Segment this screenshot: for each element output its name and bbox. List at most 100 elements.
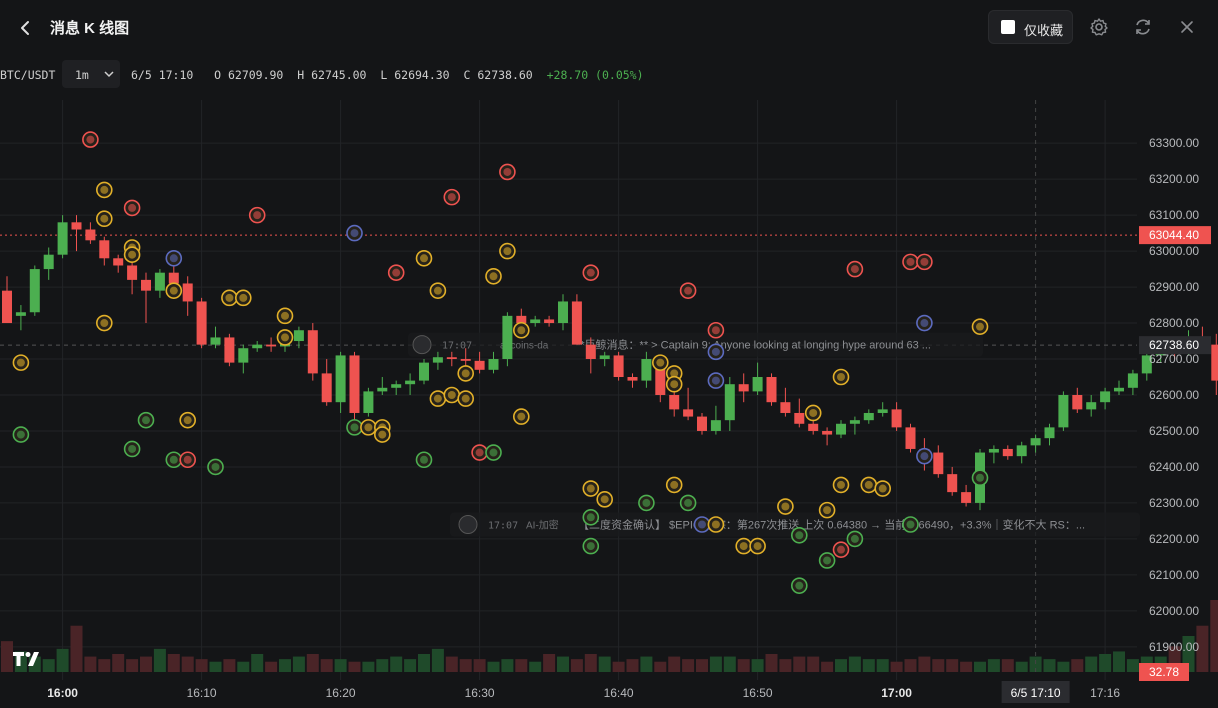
- candle-body: [738, 384, 749, 392]
- candle-body: [224, 337, 235, 363]
- volume-bar: [251, 654, 264, 672]
- candle-body: [669, 394, 680, 410]
- news-marker-dot: [420, 254, 428, 263]
- y-tick-label: 62400.00: [1149, 460, 1199, 474]
- open-value: 62709.90: [227, 68, 284, 82]
- candle-body: [1086, 402, 1097, 410]
- cursor-price-tag: [1139, 336, 1211, 355]
- settings-button[interactable]: [1089, 17, 1109, 37]
- ohlc-readout: 6/5 17:10 O 62709.90 H 62745.00 L 62694.…: [131, 68, 644, 82]
- y-tick-label: 63100.00: [1149, 208, 1199, 222]
- low-label: L: [380, 68, 388, 82]
- news-marker-dot: [253, 211, 262, 220]
- volume-bar: [640, 656, 653, 672]
- favorites-only-toggle[interactable]: 仅收藏: [988, 10, 1073, 44]
- volume-bar: [112, 654, 125, 672]
- volume-bar: [737, 659, 750, 672]
- news-marker-dot: [698, 520, 706, 529]
- volume-bar: [807, 656, 820, 672]
- news-marker-dot: [670, 380, 679, 389]
- close-icon: [1181, 21, 1193, 33]
- volume-bar: [946, 659, 959, 672]
- volume-bar: [1029, 656, 1042, 672]
- news-marker-dot: [169, 455, 178, 464]
- high-label: H: [297, 68, 305, 82]
- x-tick-label: 17:16: [1090, 686, 1120, 700]
- news-marker-dot: [461, 394, 470, 403]
- volume-bar: [668, 656, 681, 672]
- volume-bar: [890, 661, 903, 672]
- volume-bar: [779, 659, 792, 672]
- candle-body: [168, 272, 179, 284]
- interval-select[interactable]: 1m: [62, 60, 120, 88]
- news-avatar: [412, 335, 432, 355]
- y-tick-label: 62700.00: [1149, 352, 1199, 366]
- volume-bar: [543, 654, 556, 672]
- y-tick-label: 63200.00: [1149, 172, 1199, 186]
- volume-bar: [1113, 651, 1125, 672]
- candle-body: [655, 359, 666, 395]
- news-marker-dot: [503, 167, 512, 176]
- volume-bar: [1015, 661, 1028, 672]
- news-marker-dot: [378, 430, 387, 439]
- volume-bar: [515, 659, 528, 672]
- volume-bar: [1057, 661, 1070, 672]
- candle-body: [627, 377, 638, 381]
- candle-body: [641, 359, 652, 381]
- volume-bar: [376, 659, 389, 672]
- news-marker-dot: [489, 448, 498, 457]
- volume-bar: [835, 659, 847, 672]
- news-marker-dot: [711, 347, 720, 356]
- news-marker-dot: [350, 229, 359, 238]
- candle-body: [1002, 448, 1013, 457]
- news-marker-dot: [920, 319, 929, 328]
- news-marker-dot: [420, 455, 428, 464]
- volume-bar: [557, 656, 569, 672]
- candle-body: [127, 265, 138, 280]
- candle-body: [585, 344, 596, 360]
- news-row-bg: [450, 512, 1140, 537]
- refresh-button[interactable]: [1133, 17, 1153, 37]
- close-button[interactable]: [1177, 17, 1197, 37]
- low-value: 62694.30: [394, 68, 450, 82]
- candle-body: [460, 359, 471, 361]
- news-marker-dot: [239, 293, 248, 302]
- volume-bar: [960, 661, 973, 672]
- volume-bar: [404, 659, 417, 672]
- volume-bar: [279, 659, 291, 672]
- volume-bar: [418, 654, 430, 672]
- y-tick-label: 62600.00: [1149, 388, 1199, 402]
- favorites-checkbox[interactable]: [1001, 20, 1015, 34]
- news-marker-dot: [100, 319, 109, 328]
- volume-bar: [584, 654, 597, 672]
- news-marker-dot: [920, 452, 929, 461]
- back-button[interactable]: [14, 16, 38, 40]
- news-marker-dot: [503, 247, 512, 256]
- news-marker-dot: [600, 495, 609, 504]
- volume-bar: [709, 656, 722, 672]
- news-marker-dot: [433, 394, 442, 403]
- news-marker-dot: [475, 448, 484, 457]
- favorites-label: 仅收藏: [1024, 23, 1064, 38]
- news-marker-dot: [795, 581, 804, 590]
- bar-time: 6/5 17:10: [131, 68, 194, 82]
- candle-body: [182, 283, 193, 302]
- candle-body: [2, 290, 12, 324]
- volume-bar: [598, 656, 611, 672]
- volume-bar: [195, 659, 208, 672]
- news-marker-dot: [864, 480, 873, 489]
- volume-bar: [821, 661, 834, 672]
- volume-bar: [265, 661, 278, 672]
- news-marker-dot: [837, 480, 845, 489]
- symbol-label: BTC/USDT: [0, 68, 56, 82]
- volume-bar: [1126, 659, 1139, 672]
- close-value: 62738.60: [477, 68, 533, 82]
- candle-body: [794, 412, 805, 424]
- news-marker-dot: [739, 542, 748, 551]
- candle-body: [419, 362, 429, 381]
- news-marker-dot: [447, 390, 456, 399]
- news-marker-dot: [364, 423, 373, 432]
- candlestick-chart[interactable]: 17:07 altcoins-da **巨鲸消息：** > Captain 9: A…: [0, 100, 1218, 708]
- x-tick-label: 16:30: [465, 686, 495, 700]
- news-time: 17:07: [488, 521, 518, 532]
